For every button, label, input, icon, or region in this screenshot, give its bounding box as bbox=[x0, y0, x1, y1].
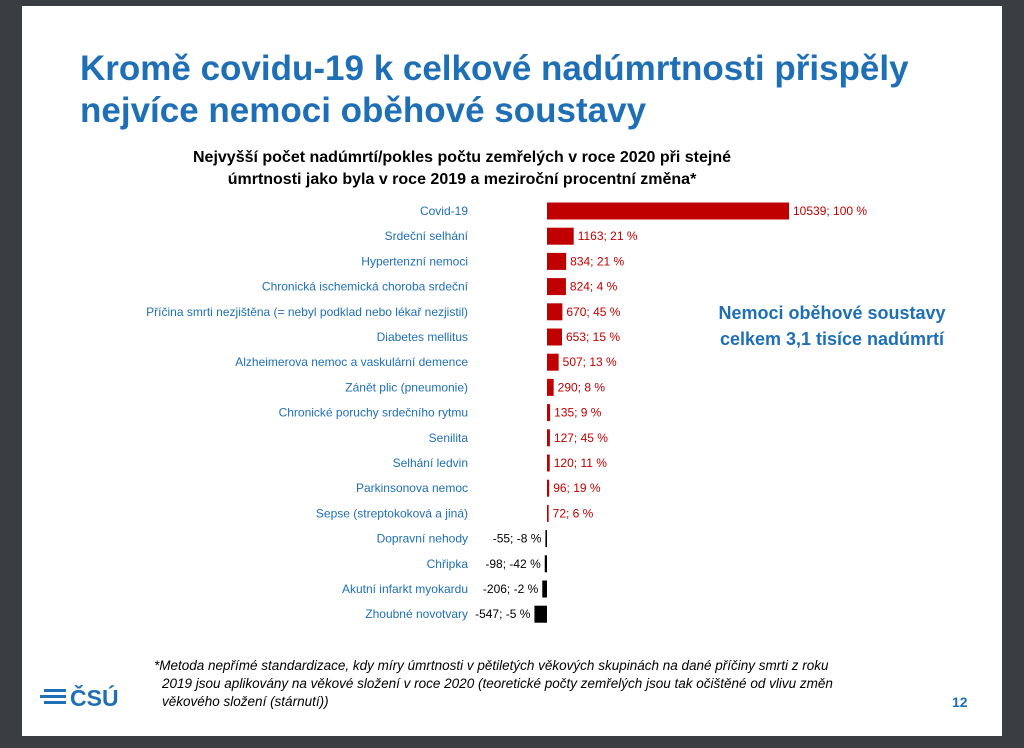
category-label: Chronické poruchy srdečního rytmu bbox=[279, 406, 468, 420]
data-label: 120; 11 % bbox=[554, 456, 607, 470]
bar-chart: Covid-19 10539; 100 % Srdeční selhání 1163;… bbox=[146, 202, 867, 623]
bar bbox=[545, 530, 547, 548]
data-label: 653; 15 % bbox=[566, 330, 620, 344]
bar bbox=[547, 504, 549, 522]
data-label: 72; 6 % bbox=[553, 506, 594, 520]
callout-text: Nemoci oběhové soustavy celkem 3,1 tisíc… bbox=[682, 300, 982, 352]
category-label: Příčina smrti nezjištěna (= nebyl podkla… bbox=[146, 305, 468, 319]
bar bbox=[544, 555, 547, 573]
logo-text: ČSÚ bbox=[70, 685, 119, 711]
logo-lines-icon bbox=[40, 689, 66, 707]
bar bbox=[547, 202, 789, 220]
data-label: 290; 8 % bbox=[558, 380, 606, 394]
data-label: 824; 4 % bbox=[570, 280, 618, 294]
bar bbox=[547, 404, 551, 422]
category-label: Hypertenzní nemoci bbox=[361, 254, 468, 268]
bar bbox=[547, 479, 550, 497]
bar bbox=[547, 454, 550, 472]
category-label: Alzheimerova nemoc a vaskulární demence bbox=[235, 355, 468, 369]
category-label: Chronická ischemická choroba srdeční bbox=[262, 280, 469, 294]
bar bbox=[542, 580, 547, 598]
footnote: *Metoda nepřímé standardizace, kdy míry … bbox=[154, 657, 914, 711]
bar bbox=[547, 303, 563, 321]
bar bbox=[547, 353, 559, 371]
footnote-line-1: *Metoda nepřímé standardizace, kdy míry … bbox=[154, 658, 829, 673]
bar bbox=[547, 429, 550, 447]
bar bbox=[534, 605, 547, 623]
bar bbox=[547, 278, 566, 296]
data-label: 1163; 21 % bbox=[578, 229, 638, 243]
window-bottom-bar bbox=[0, 736, 1024, 748]
bar bbox=[547, 328, 562, 346]
bar bbox=[547, 227, 574, 245]
slide-title-line-2: nejvíce nemoci oběhové soustavy bbox=[80, 91, 647, 130]
category-label: Zhoubné novotvary bbox=[365, 607, 468, 621]
footnote-line-3: věkového složení (stárnutí)) bbox=[162, 694, 329, 709]
category-label: Senilita bbox=[429, 431, 469, 445]
category-label: Covid-19 bbox=[420, 204, 468, 218]
bar bbox=[547, 252, 567, 270]
category-label: Zánět plic (pneumonie) bbox=[345, 380, 468, 394]
slide-title: Kromě covidu-19 k celkové nadúmrtnosti p… bbox=[80, 48, 980, 132]
footnote-line-2: 2019 jsou aplikovány na věkové složení v… bbox=[162, 676, 833, 691]
chart-title: Nejvyšší počet nadúmrtí/pokles počtu zem… bbox=[162, 147, 762, 191]
data-label: 670; 45 % bbox=[566, 305, 620, 319]
category-label: Akutní infarkt myokardu bbox=[342, 582, 468, 596]
data-label: 96; 19 % bbox=[553, 481, 601, 495]
category-label: Chřipka bbox=[427, 557, 469, 571]
bar bbox=[547, 378, 554, 396]
category-label: Parkinsonova nemoc bbox=[356, 481, 468, 495]
data-label: -55; -8 % bbox=[493, 532, 542, 546]
callout-line-1: Nemoci oběhové soustavy bbox=[718, 303, 946, 323]
category-label: Sepse (streptokoková a jiná) bbox=[316, 506, 468, 520]
data-label: 834; 21 % bbox=[570, 254, 624, 268]
data-label: 135; 9 % bbox=[554, 406, 602, 420]
category-label: Diabetes mellitus bbox=[377, 330, 468, 344]
data-label: 507; 13 % bbox=[563, 355, 617, 369]
category-label: Dopravní nehody bbox=[377, 532, 468, 546]
chart-title-line-2: úmrtnosti jako byla v roce 2019 a meziro… bbox=[227, 171, 697, 188]
slide: Kromě covidu-19 k celkové nadúmrtnosti p… bbox=[22, 6, 1002, 736]
data-label: -98; -42 % bbox=[485, 557, 541, 571]
data-label: 10539; 100 % bbox=[793, 204, 867, 218]
category-label: Selhání ledvin bbox=[393, 456, 468, 470]
csu-logo: ČSÚ bbox=[40, 683, 130, 713]
slide-title-line-1: Kromě covidu-19 k celkové nadúmrtnosti p… bbox=[80, 49, 909, 88]
data-label: -547; -5 % bbox=[475, 607, 531, 621]
page-number: 12 bbox=[952, 694, 968, 710]
category-label: Srdeční selhání bbox=[385, 229, 469, 243]
data-label: 127; 45 % bbox=[554, 431, 608, 445]
data-label: -206; -2 % bbox=[483, 582, 539, 596]
chart-title-line-1: Nejvyšší počet nadúmrtí/pokles počtu zem… bbox=[193, 149, 731, 166]
callout-line-2: celkem 3,1 tisíce nadúmrtí bbox=[719, 329, 945, 349]
window-top-bar bbox=[0, 0, 1024, 6]
